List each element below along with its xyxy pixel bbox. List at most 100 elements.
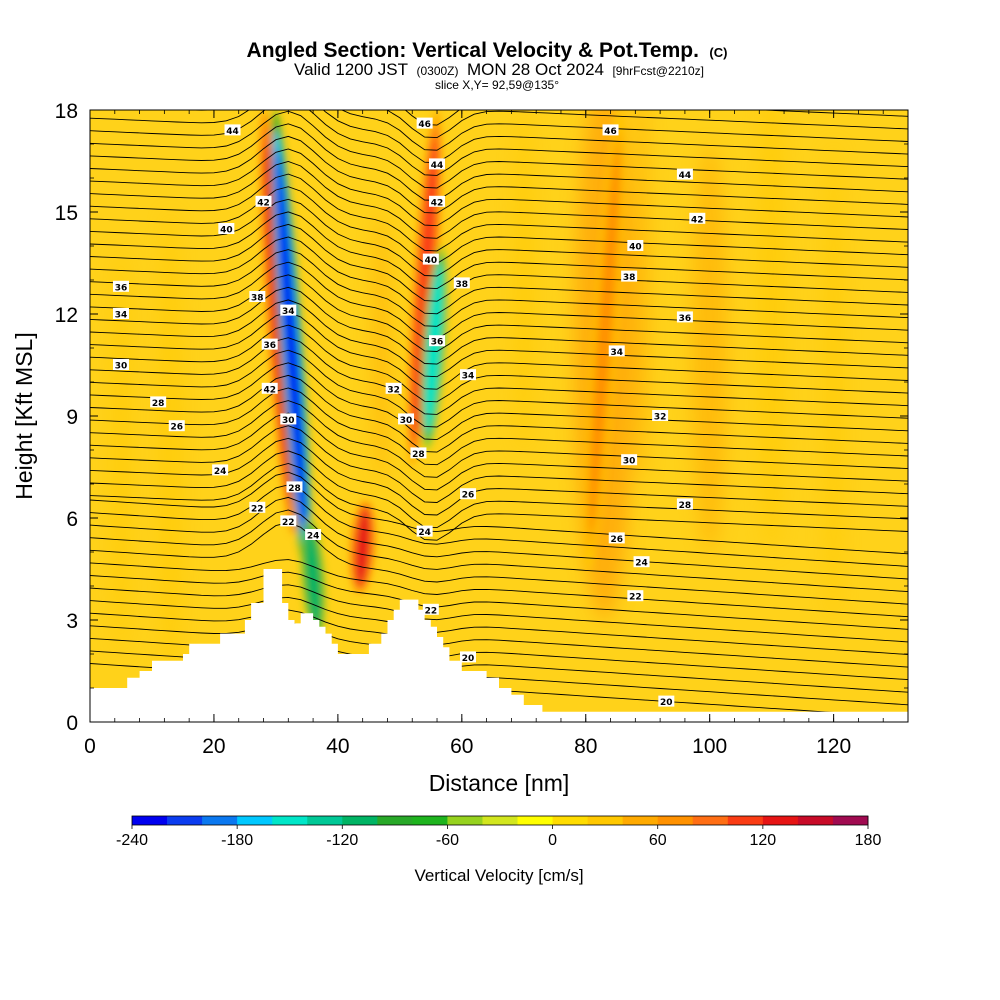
y-tick-label-6: 18	[55, 100, 78, 123]
isentrope-label-1: 42	[255, 195, 272, 208]
isentrope-line-42	[90, 110, 908, 189]
isentrope-label-bg-16	[280, 515, 297, 527]
colorbar-bin-15	[657, 816, 694, 825]
isentrope-line-8	[90, 559, 908, 618]
plot-area: 44 42 40 38 34 36 34 36 30 42 28 30 26 24 28 22 22 24 46 46…	[90, 110, 908, 722]
isentrope-label-text-8: 30	[115, 362, 128, 372]
isentrope-label-text-38: 28	[679, 501, 692, 511]
isentrope-label-text-20: 44	[431, 161, 444, 171]
isentrope-label-text-45: 20	[660, 698, 673, 708]
isentrope-label-text-3: 38	[251, 294, 264, 304]
isentrope-label-bg-11	[280, 413, 297, 425]
x-tick-label-2: 40	[326, 735, 349, 758]
isentrope-line-22	[90, 362, 908, 441]
isentrope-line-30	[90, 261, 908, 340]
x-axis-label: Distance [nm]	[429, 770, 570, 796]
isentrope-label-bg-6	[112, 308, 129, 319]
x-tick-label-4: 80	[574, 735, 597, 758]
isentrope-label-bg-31	[460, 369, 477, 381]
isentrope-label-text-16: 22	[282, 518, 295, 528]
isentrope-label-bg-8	[112, 359, 129, 370]
isentrope-label-text-0: 44	[226, 127, 239, 137]
isentrope-line-34	[90, 211, 908, 290]
velocity-core-14	[412, 138, 437, 439]
isentrope-label-bg-15	[249, 501, 266, 513]
colorbar-bin-13	[587, 816, 624, 825]
isentrope-label-text-12: 26	[170, 423, 183, 433]
isentrope-label-bg-20	[429, 158, 446, 170]
isentrope-label-bg-43	[627, 590, 644, 602]
isentrope-line-27	[90, 299, 908, 378]
isentrope-line-25	[90, 324, 908, 403]
velocity-core-8	[305, 527, 321, 628]
isentrope-label-text-2: 40	[220, 226, 233, 236]
field-streak-2	[691, 144, 728, 552]
isentrope-label-8: 30	[112, 359, 129, 372]
isentrope-label-text-11: 30	[282, 416, 295, 426]
isentrope-label-bg-3	[249, 291, 266, 302]
isentrope-label-text-18: 46	[418, 120, 431, 130]
colorbar-bin-20	[832, 816, 869, 825]
isentrope-line-4	[90, 609, 908, 668]
isentrope-label-text-34: 32	[654, 413, 667, 423]
isentrope-label-bg-17	[305, 529, 322, 540]
isentrope-line-21	[90, 374, 908, 453]
isentrope-label-29: 36	[676, 311, 693, 324]
isentrope-label-bg-25	[627, 240, 644, 251]
isentrope-label-text-6: 34	[115, 311, 128, 321]
isentrope-label-text-33: 30	[400, 416, 413, 426]
isentrope-line-32	[90, 236, 908, 315]
isentrope-line-46	[385, 110, 908, 139]
isentrope-line-9	[90, 522, 908, 605]
isentrope-label-43: 22	[627, 590, 644, 603]
isentrope-line-38	[90, 161, 908, 239]
isentrope-label-31: 34	[460, 369, 477, 382]
isentrope-line-33	[90, 223, 908, 302]
isentrope-label-text-1: 42	[257, 198, 270, 208]
isentrope-line-23	[90, 349, 908, 428]
colorbar-label: Vertical Velocity [cm/s]	[414, 866, 583, 885]
isentrope-label-text-23: 42	[691, 215, 704, 225]
isentrope-label-text-22: 42	[431, 198, 444, 208]
isentrope-label-24: 40	[422, 253, 439, 266]
colorbar-bin-14	[622, 816, 659, 825]
velocity-core-17	[425, 262, 443, 434]
y-tick-label-1: 3	[66, 610, 78, 633]
isentrope-label-text-21: 44	[679, 171, 692, 181]
isentrope-line-5	[90, 596, 908, 655]
isentrope-label-16: 22	[280, 515, 297, 528]
isentrope-label-37: 26	[460, 488, 477, 501]
isentrope-line-29	[90, 274, 908, 352]
colorbar-frame	[131, 815, 869, 826]
isentrope-label-bg-26	[453, 277, 470, 289]
colorbar-tick-label-5: 60	[649, 832, 667, 849]
isentrope-label-text-9: 42	[263, 385, 276, 395]
colorbar-tick-label-6: 120	[750, 832, 777, 849]
isentrope-label-text-44: 20	[462, 654, 475, 664]
isentrope-label-bg-39	[416, 525, 433, 537]
isentrope-label-4: 34	[280, 304, 297, 317]
isentrope-label-bg-44	[460, 651, 477, 663]
isentrope-label-bg-40	[608, 532, 625, 544]
field-streak-4	[110, 246, 131, 654]
isentrope-label-bg-35	[410, 447, 427, 459]
isentrope-line-20	[90, 387, 908, 466]
isentrope-label-bg-7	[261, 338, 278, 350]
isentrope-label-18: 46	[416, 117, 433, 130]
x-tick-label-0: 0	[84, 735, 96, 758]
valid-date: MON 28 Oct 2024	[467, 60, 604, 79]
x-tick-label-5: 100	[692, 735, 727, 758]
isentrope-label-39: 24	[416, 525, 433, 538]
isentrope-label-text-27: 38	[623, 273, 636, 283]
isentrope-label-text-43: 22	[629, 593, 642, 603]
colorbar-bin-16	[692, 816, 729, 825]
isentrope-label-text-39: 24	[418, 528, 431, 538]
isentrope-label-bg-37	[460, 488, 477, 500]
isentrope-label-bg-27	[621, 270, 638, 282]
isentrope-label-45: 20	[658, 695, 675, 708]
isentrope-label-19: 46	[602, 124, 619, 137]
isentrope-label-text-35: 28	[412, 450, 425, 460]
isentrope-label-text-36: 30	[623, 457, 636, 467]
